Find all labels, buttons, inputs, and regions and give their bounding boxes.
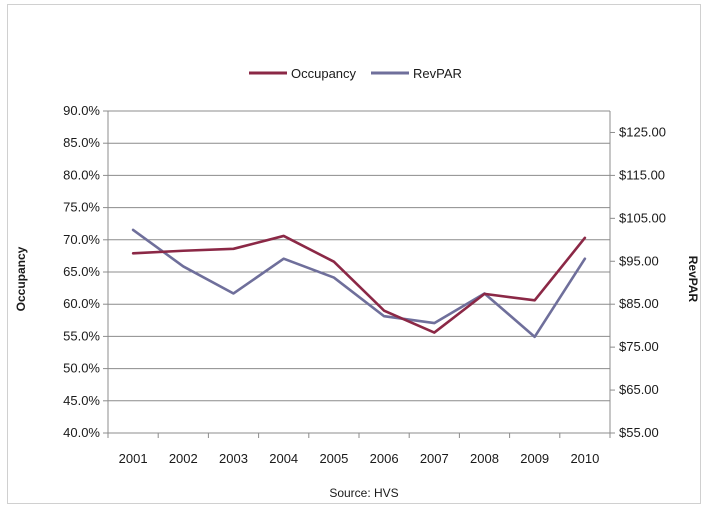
left-tick-label: 70.0% xyxy=(63,232,100,247)
left-axis-label: Occupancy xyxy=(14,246,28,311)
right-tick-label: $65.00 xyxy=(619,382,659,397)
left-axis-ticks: 40.0% 45.0% 50.0% 55.0% 60.0% 65.0% 70.0% 75.0%… xyxy=(63,103,108,440)
right-axis-ticks: $55.00 $65.00 $75.00 $85.00 $95.00 $105.00 $11… xyxy=(610,124,666,440)
left-tick-label: 90.0% xyxy=(63,103,100,118)
x-tick-label: 2010 xyxy=(570,451,599,466)
left-tick-label: 55.0% xyxy=(63,328,100,343)
x-tick-label: 2007 xyxy=(420,451,449,466)
gridlines xyxy=(107,110,611,434)
x-tick-label: 2006 xyxy=(370,451,399,466)
x-tick-label: 2008 xyxy=(470,451,499,466)
x-tick-label: 2005 xyxy=(319,451,348,466)
right-tick-label: $75.00 xyxy=(619,339,659,354)
chart-source: Source: HVS xyxy=(329,486,398,500)
x-tick-label: 2004 xyxy=(269,451,298,466)
left-tick-label: 45.0% xyxy=(63,393,100,408)
right-tick-label: $95.00 xyxy=(619,253,659,268)
right-tick-label: $105.00 xyxy=(619,210,666,225)
right-tick-label: $115.00 xyxy=(619,167,665,182)
left-tick-label: 50.0% xyxy=(63,361,100,376)
left-tick-label: 65.0% xyxy=(63,264,100,279)
x-axis-ticks: 2001 2002 2003 2004 2005 2006 2007 2008 2009 2010 xyxy=(107,433,611,466)
left-tick-label: 80.0% xyxy=(63,167,100,182)
right-tick-label: $85.00 xyxy=(619,296,659,311)
x-tick-label: 2001 xyxy=(119,451,148,466)
right-axis-label: RevPAR xyxy=(686,256,700,303)
left-tick-label: 85.0% xyxy=(63,135,100,150)
legend-label-revpar: RevPAR xyxy=(413,66,462,81)
right-tick-label: $55.00 xyxy=(619,425,659,440)
legend: Occupancy RevPAR xyxy=(249,66,462,81)
chart-svg: 40.0% 45.0% 50.0% 55.0% 60.0% 65.0% 70.0% 75.0%… xyxy=(14,66,700,500)
series-lines xyxy=(131,228,587,339)
series-line-revpar xyxy=(131,228,587,339)
left-tick-label: 40.0% xyxy=(63,425,100,440)
series-line-occupancy xyxy=(131,234,587,334)
right-tick-label: $125.00 xyxy=(619,124,666,139)
x-tick-label: 2002 xyxy=(169,451,198,466)
x-tick-label: 2009 xyxy=(520,451,549,466)
left-tick-label: 60.0% xyxy=(63,296,100,311)
x-tick-label: 2003 xyxy=(219,451,248,466)
chart-frame: 40.0% 45.0% 50.0% 55.0% 60.0% 65.0% 70.0% 75.0%… xyxy=(7,4,701,504)
legend-label-occupancy: Occupancy xyxy=(291,66,357,81)
left-tick-label: 75.0% xyxy=(63,200,100,215)
